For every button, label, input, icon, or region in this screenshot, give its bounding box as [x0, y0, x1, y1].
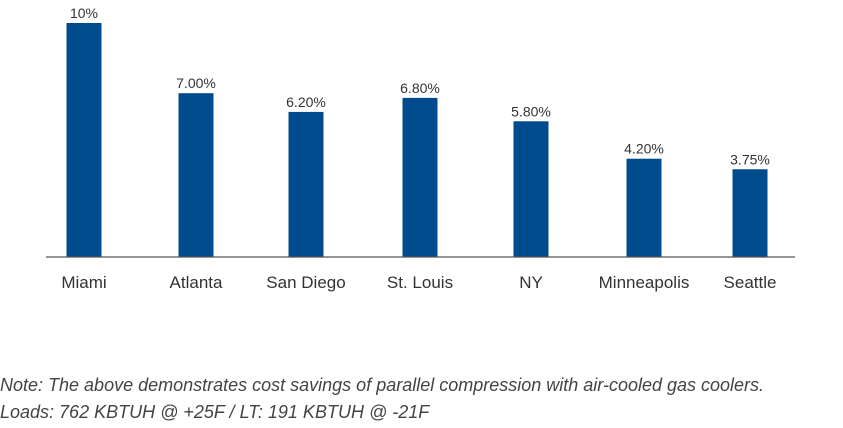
value-label: 6.80% [400, 80, 440, 96]
category-label: NY [519, 273, 543, 292]
bar-chart: 10% 7.00% 6.20% 6.80% 5.80% 4.20% 3.75% Miami A… [46, 5, 795, 292]
category-label: St. Louis [387, 273, 453, 292]
bar-san-diego [288, 111, 324, 257]
note-line-2: Loads: 762 KBTUH @ +25F / LT: 191 KBTUH … [0, 402, 430, 422]
bar-miami [66, 23, 102, 257]
note-line-1: Note: The above demonstrates cost saving… [0, 375, 765, 395]
bar-ny [513, 121, 549, 257]
category-label: Seattle [724, 273, 777, 292]
value-label: 10% [70, 5, 98, 21]
value-labels-group: 10% 7.00% 6.20% 6.80% 5.80% 4.20% 3.75% [70, 5, 770, 167]
bar-st-louis [402, 97, 438, 257]
value-label: 4.20% [624, 141, 664, 157]
value-label: 7.00% [176, 75, 216, 91]
category-label: Miami [61, 273, 106, 292]
bar-minneapolis [626, 158, 662, 257]
category-labels-group: Miami Atlanta San Diego St. Louis NY Minneapo… [61, 273, 776, 292]
value-label: 3.75% [730, 151, 770, 167]
category-label: Minneapolis [599, 273, 690, 292]
value-label: 5.80% [511, 103, 551, 119]
category-label: San Diego [266, 273, 345, 292]
category-label: Atlanta [170, 273, 223, 292]
bar-atlanta [178, 93, 214, 257]
bars-group [66, 23, 768, 257]
bar-seattle [732, 169, 768, 257]
chart-svg: 10% 7.00% 6.20% 6.80% 5.80% 4.20% 3.75% Miami A… [46, 5, 795, 292]
value-label: 6.20% [286, 94, 326, 110]
